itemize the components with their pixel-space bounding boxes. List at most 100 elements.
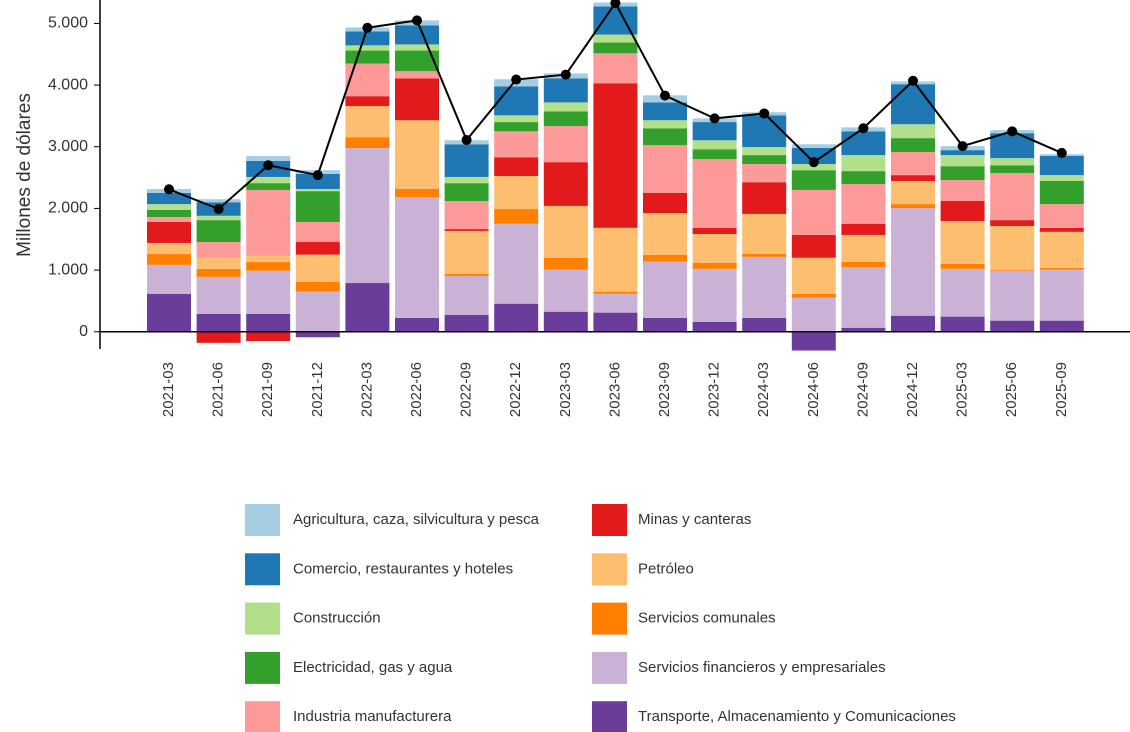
bar-segment — [543, 111, 588, 127]
x-tick-label: 2023-03 — [557, 362, 574, 417]
bar-segment — [1039, 267, 1084, 270]
bar-segment — [990, 269, 1035, 271]
bar-segment — [692, 159, 737, 228]
bar-segment — [494, 303, 539, 332]
bar-segment — [940, 201, 985, 222]
bar-segment — [147, 264, 191, 294]
x-tick-label: 2025-06 — [1003, 362, 1020, 417]
x-tick-label: 2024-03 — [755, 362, 772, 417]
bar-segment — [395, 25, 439, 45]
total-point — [759, 108, 770, 119]
bar-segment — [742, 182, 787, 214]
bar-segment — [841, 261, 886, 267]
bar-segment — [692, 268, 737, 322]
bar-segment — [593, 42, 638, 54]
y-tick-label: 2.000 — [48, 200, 88, 217]
bar-segment — [395, 78, 439, 121]
bar-segment — [494, 86, 539, 116]
total-point — [164, 184, 174, 195]
x-tick-label: 2023-12 — [706, 362, 723, 417]
bar-segment — [444, 273, 489, 276]
bar-segment — [891, 84, 935, 125]
bar-segment — [246, 183, 291, 190]
total-point — [858, 123, 869, 134]
bar-segment — [791, 331, 836, 351]
bar-segment — [891, 204, 935, 209]
bar-segment — [692, 321, 737, 332]
bar-segment — [494, 223, 539, 304]
bar-segment — [742, 155, 787, 165]
x-tick-label: 2024-12 — [904, 362, 921, 417]
bar-segment — [494, 157, 539, 177]
bar-segment — [990, 225, 1035, 270]
bar-segment — [692, 227, 737, 235]
bar-segment — [295, 242, 340, 255]
total-point — [412, 15, 422, 26]
bar-segment — [543, 102, 588, 112]
total-point — [362, 22, 373, 33]
bar-segment — [246, 331, 291, 341]
bar-segment — [742, 254, 787, 257]
bar-segment — [147, 293, 191, 332]
bar-segment — [444, 144, 489, 177]
bar-segment — [1039, 227, 1084, 232]
bar-segment — [841, 171, 886, 185]
bar-segment — [841, 234, 886, 262]
bar-segment — [543, 126, 588, 163]
bar-segment — [643, 317, 687, 332]
bar-segment — [692, 140, 737, 150]
bar-segment — [891, 208, 935, 316]
bar-segment — [940, 155, 985, 167]
legend-swatch — [245, 651, 280, 684]
bar-segment — [643, 254, 687, 262]
bar-segment — [295, 281, 340, 292]
x-tick-label: 2021-06 — [210, 362, 227, 417]
bar-segment — [841, 223, 886, 235]
bar-segment — [196, 276, 241, 314]
bar-segment — [891, 151, 935, 176]
bar-segment — [593, 53, 638, 84]
bar-segment — [891, 138, 935, 152]
x-tick-label: 2021-12 — [309, 362, 326, 417]
bar-segment — [246, 255, 291, 263]
bar-segment — [1039, 204, 1084, 228]
bar-segment — [692, 262, 737, 269]
bar-segment — [543, 269, 588, 312]
bar-segment — [543, 205, 588, 258]
bar-segment — [196, 257, 241, 269]
bar-segment — [742, 256, 787, 318]
bar-segment — [891, 315, 935, 332]
x-tick-label: 2021-03 — [160, 362, 177, 417]
bar-segment — [940, 166, 985, 181]
bar-segment — [692, 122, 737, 141]
x-tick-label: 2022-09 — [458, 362, 475, 417]
bar-segment — [494, 209, 539, 224]
x-tick-label: 2023-06 — [606, 362, 623, 417]
total-point — [1007, 126, 1018, 137]
legend-swatch — [592, 701, 627, 732]
bar-segment — [891, 124, 935, 139]
legend-label: Servicios financieros y empresariales — [638, 659, 886, 676]
bar-segment — [742, 147, 787, 156]
bar-segment — [444, 201, 489, 230]
bar-segment — [196, 331, 241, 343]
bar-segment — [742, 213, 787, 255]
bar-segment — [295, 254, 340, 282]
bar-segment — [196, 268, 241, 277]
total-point — [511, 74, 522, 85]
bar-segment — [891, 175, 935, 181]
bar-segment — [246, 176, 291, 184]
bar-segment — [643, 261, 687, 318]
bar-segment — [940, 316, 985, 332]
total-point — [560, 69, 571, 80]
bar-segment — [147, 217, 191, 222]
total-point — [660, 90, 670, 101]
bar-segment — [543, 162, 588, 206]
total-point — [610, 0, 621, 9]
bar-segment — [444, 229, 489, 231]
bar-segment — [196, 215, 241, 221]
bar-segment — [791, 297, 836, 332]
x-tick-label: 2025-09 — [1053, 362, 1070, 417]
bar-segment — [841, 327, 886, 332]
